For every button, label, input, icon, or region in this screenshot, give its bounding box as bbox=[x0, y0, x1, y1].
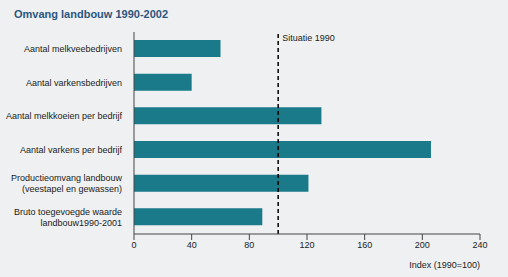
svg-text:Aantal melkveebedrijven: Aantal melkveebedrijven bbox=[24, 44, 122, 54]
svg-text:Bruto toegevoegde waardelandbo: Bruto toegevoegde waardelandbouw1990-200… bbox=[14, 207, 122, 228]
svg-text:Situatie 1990: Situatie 1990 bbox=[282, 33, 335, 43]
html-text:Omvang landbouw 1990-2002: Omvang landbouw 1990-2002 bbox=[14, 8, 169, 20]
svg-text:200: 200 bbox=[415, 240, 430, 250]
svg-text:Aantal varkensbedrijven: Aantal varkensbedrijven bbox=[26, 78, 122, 88]
svg-text:Aantal varkens per bedrijf: Aantal varkens per bedrijf bbox=[20, 145, 123, 155]
svg-text:Aantal melkkoeien per bedrijf: Aantal melkkoeien per bedrijf bbox=[8, 111, 122, 121]
svg-text:80: 80 bbox=[244, 240, 254, 250]
svg-text:40: 40 bbox=[187, 240, 197, 250]
svg-text:Productieomvang landbouw(veest: Productieomvang landbouw(veestapel en ge… bbox=[11, 173, 123, 194]
svg-text:Index (1990=100): Index (1990=100) bbox=[409, 260, 480, 270]
svg-text:160: 160 bbox=[357, 240, 372, 250]
svg-text:240: 240 bbox=[472, 240, 487, 250]
svg-text:0: 0 bbox=[131, 240, 136, 250]
svg-text:120: 120 bbox=[299, 240, 314, 250]
